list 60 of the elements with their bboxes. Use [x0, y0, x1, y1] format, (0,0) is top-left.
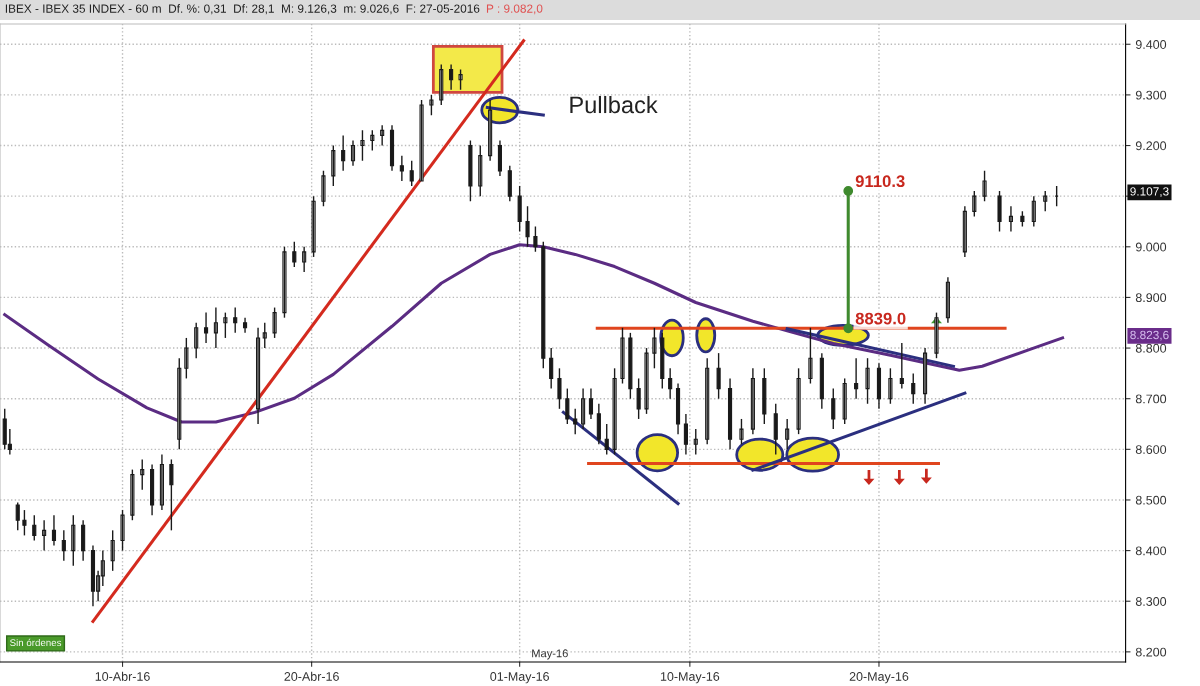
chart-subtitle: P : 9.082,0 [486, 4, 543, 15]
x-tick-label: 20-May-16 [849, 672, 909, 684]
annotation: Pullback [570, 95, 658, 114]
y-tick-label: 9.300 [1135, 90, 1167, 100]
x-tick-label: 10-May-16 [660, 672, 720, 684]
x-tick-label: 20-Abr-16 [284, 671, 339, 681]
candlestick [468, 139, 473, 202]
candlestick [652, 327, 657, 370]
y-tick-label: 8.800 [1135, 343, 1167, 353]
y-tick-label: 8.900 [1135, 293, 1167, 303]
y-tick-label: 9.400 [1135, 40, 1167, 49]
y-tick-label: 8.200 [1135, 647, 1167, 657]
candlestick [223, 311, 228, 339]
y-tick-label: 8.400 [1135, 546, 1167, 556]
candlestick [644, 347, 649, 415]
candlestick [533, 225, 538, 253]
candlestick [865, 357, 870, 405]
y-tick-label: 9.000 [1135, 242, 1167, 252]
candlestick [282, 246, 287, 319]
candlestick [22, 509, 27, 537]
x-tick-label: 01-May-16 [490, 672, 549, 684]
candlestick [739, 418, 744, 445]
candlestick [628, 332, 633, 400]
candlestick [272, 306, 277, 339]
candlestick [517, 185, 522, 233]
candlestick [311, 195, 316, 258]
y-tick-label: 8.500 [1135, 495, 1167, 505]
candlestick [120, 509, 125, 552]
x-tick-label: 10-Abr-16 [95, 671, 150, 681]
candlestick [888, 367, 893, 405]
text: 9.107,3 [1130, 187, 1169, 197]
candlestick [321, 170, 326, 207]
candlestick [458, 68, 463, 91]
annotation: May-16 [532, 649, 568, 660]
candlestick [130, 468, 135, 521]
candlestick [429, 94, 434, 116]
annotation: 8839.0 [855, 312, 906, 325]
annotation: Sin órdenes [10, 638, 62, 647]
candlestick [525, 205, 530, 248]
y-tick-label: 8.600 [1135, 445, 1167, 454]
y-tick-label: 8.300 [1135, 597, 1167, 606]
line-series [3, 243, 1065, 424]
candlestick [636, 377, 641, 420]
candlestick [808, 327, 813, 385]
text: 8.823,6 [1130, 330, 1169, 341]
candlestick [716, 352, 721, 400]
annotation: 9110.3 [855, 175, 905, 188]
candlestick [620, 327, 625, 385]
candlestick [169, 458, 174, 532]
candlestick [796, 367, 801, 435]
candlestick [612, 367, 617, 456]
chart-title: IBEX - IBEX 35 INDEX - 60 m Df. %: 0,31 Df: 28,1 M: 9.126,3 m: 9.026,6 F: 27-05-2016 [5, 4, 480, 15]
candlestick [184, 337, 189, 380]
y-tick-label: 8.700 [1135, 394, 1167, 404]
candlestick [419, 99, 424, 182]
candlestick [557, 367, 562, 410]
y-tick-label: 9.200 [1135, 141, 1167, 151]
candlestick [360, 129, 365, 162]
candlestick [997, 190, 1002, 233]
candlestick [982, 170, 987, 202]
